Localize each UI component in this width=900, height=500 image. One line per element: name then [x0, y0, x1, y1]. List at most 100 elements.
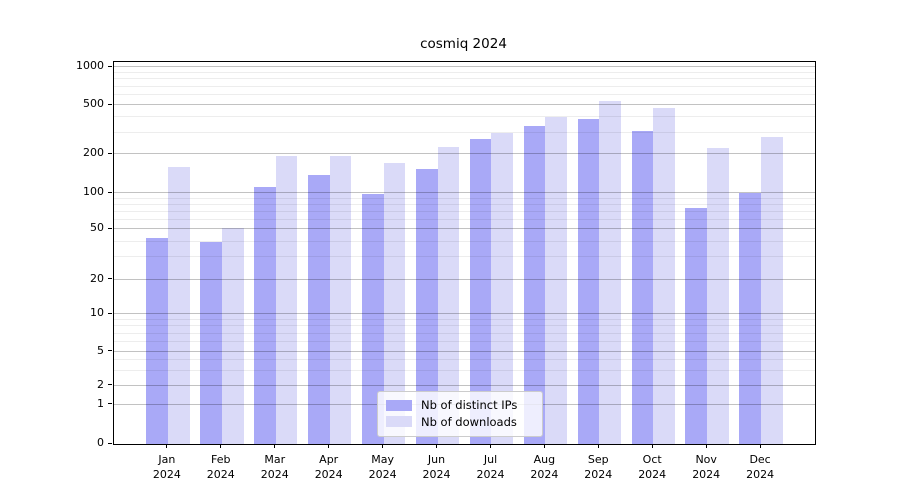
x-tick-mark-sep [597, 444, 599, 448]
bar-distinct-ips-aug [523, 125, 546, 444]
gridline-400 [114, 116, 815, 118]
legend-label-downloads: Nb of downloads [421, 414, 517, 429]
legend-entry-downloads: Nb of downloads [386, 414, 534, 431]
x-tick-mark-oct [651, 444, 653, 448]
chart-title: cosmiq 2024 [420, 36, 507, 52]
gridline-4 [114, 358, 815, 360]
bar-distinct-ips-may [361, 194, 384, 444]
x-tick-mark-aug [543, 444, 545, 448]
bar-downloads-nov [707, 148, 729, 444]
y-tick-mark-1000 [108, 65, 112, 67]
gridline-3 [114, 369, 815, 371]
gridline-100 [114, 192, 815, 194]
y-tick-label-100: 100 [83, 185, 104, 199]
gridline-300 [114, 131, 815, 133]
x-tick-mark-jul [490, 444, 491, 448]
x-tick-label-jan: Jan 2024 [152, 453, 181, 481]
y-tick-label-500: 500 [83, 97, 104, 111]
y-tick-mark-1 [108, 403, 112, 404]
bar-distinct-ips-mar [254, 186, 276, 444]
legend-swatch-downloads-icon [386, 416, 412, 428]
gridline-50 [114, 228, 815, 230]
bar-downloads-apr [329, 155, 352, 444]
x-tick-label-apr: Apr 2024 [314, 453, 343, 481]
y-tick-label-1: 1 [97, 396, 104, 410]
gridline-1000 [114, 66, 815, 67]
gridline-600 [114, 94, 815, 96]
y-tick-mark-5 [108, 350, 112, 351]
gridline-80 [114, 203, 815, 205]
bar-distinct-ips-jul [469, 139, 492, 444]
y-tick-mark-2 [108, 384, 112, 385]
gridline-90 [114, 197, 815, 199]
gridline-8 [114, 325, 815, 327]
x-tick-label-nov: Nov 2024 [692, 453, 721, 481]
bar-distinct-ips-oct [631, 130, 654, 444]
legend: Nb of distinct IPs Nb of downloads [377, 391, 543, 437]
x-tick-label-may: May 2024 [368, 453, 397, 481]
y-tick-label-20: 20 [90, 271, 104, 285]
y-tick-mark-0 [108, 442, 112, 444]
bar-distinct-ips-feb [200, 241, 222, 444]
x-tick-mark-may [382, 444, 384, 448]
y-tick-label-5: 5 [97, 343, 104, 357]
x-tick-mark-apr [328, 444, 330, 448]
y-tick-mark-200 [108, 152, 112, 154]
x-tick-label-feb: Feb 2024 [206, 453, 235, 481]
y-tick-label-10: 10 [90, 306, 104, 320]
legend-swatch-distinct-ips-icon [386, 399, 412, 411]
x-tick-mark-feb [220, 444, 222, 448]
legend-label-distinct-ips: Nb of distinct IPs [421, 398, 518, 413]
bar-downloads-sep [599, 101, 621, 444]
gridline-900 [114, 71, 815, 73]
gridline-10 [114, 313, 815, 315]
y-tick-label-1000: 1000 [76, 59, 104, 72]
y-tick-mark-500 [108, 103, 112, 105]
x-tick-mark-dec [759, 444, 761, 448]
bar-distinct-ips-jun [415, 168, 438, 444]
y-tick-label-2: 2 [97, 377, 104, 391]
gridline-700 [114, 85, 815, 87]
bar-downloads-aug [545, 117, 568, 444]
x-tick-label-jul: Jul 2024 [476, 453, 505, 481]
gridline-500 [114, 104, 815, 106]
bar-distinct-ips-apr [307, 175, 330, 444]
x-tick-label-jun: Jun 2024 [422, 453, 451, 481]
gridline-60 [114, 218, 815, 220]
bar-distinct-ips-sep [577, 119, 600, 444]
gridline-5 [114, 350, 815, 352]
x-tick-mark-jan [166, 444, 168, 448]
gridline-6 [114, 340, 815, 342]
bar-distinct-ips-dec [739, 193, 762, 444]
bar-downloads-jun [437, 146, 460, 444]
y-tick-mark-50 [108, 227, 112, 229]
legend-entry-distinct-ips: Nb of distinct IPs [386, 397, 534, 414]
bar-distinct-ips-nov [685, 208, 708, 444]
bar-downloads-mar [275, 155, 298, 444]
bar-downloads-jul [491, 132, 514, 444]
gridline-7 [114, 332, 815, 334]
x-tick-label-sep: Sep 2024 [584, 453, 613, 481]
y-tick-label-200: 200 [83, 146, 104, 160]
plot-area: Nb of distinct IPs Nb of downloads [113, 61, 816, 445]
y-tick-label-0: 0 [97, 436, 104, 449]
bar-downloads-oct [653, 107, 675, 444]
gridline-800 [114, 78, 815, 80]
bar-distinct-ips-jan [146, 237, 168, 444]
y-tick-mark-100 [108, 191, 112, 193]
bar-downloads-feb [221, 228, 244, 444]
x-tick-label-dec: Dec 2024 [746, 453, 775, 481]
x-tick-label-mar: Mar 2024 [260, 453, 289, 481]
gridline-40 [114, 240, 815, 242]
gridline-2 [114, 384, 815, 386]
gridline-20 [114, 278, 815, 280]
gridline-200 [114, 153, 815, 155]
y-tick-mark-10 [108, 312, 112, 314]
gridline-70 [114, 210, 815, 212]
bar-downloads-jan [167, 166, 190, 444]
bar-downloads-dec [761, 137, 783, 444]
y-tick-label-50: 50 [90, 221, 104, 235]
y-tick-mark-20 [108, 278, 112, 280]
x-tick-mark-mar [274, 444, 276, 448]
